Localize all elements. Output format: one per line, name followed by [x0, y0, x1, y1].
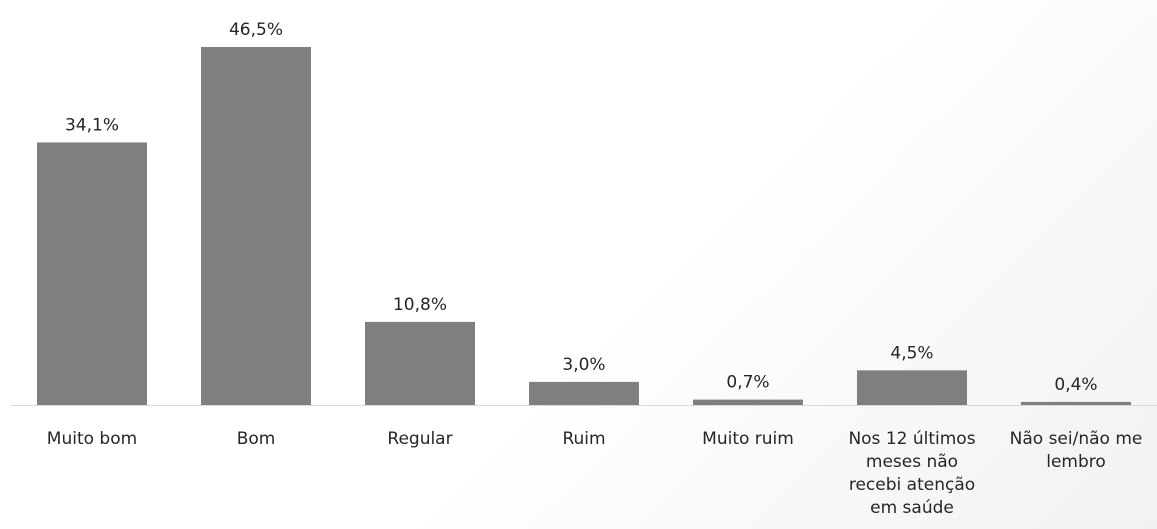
category-label-line: Muito bom [47, 429, 137, 449]
data-label-4: 0,7% [726, 373, 769, 393]
bar-0 [37, 142, 147, 405]
bar-2 [365, 321, 475, 405]
category-label-1: Bom [237, 429, 276, 449]
bars-group [37, 47, 1131, 405]
category-label-2: Regular [387, 429, 452, 449]
category-label-line: Ruim [562, 429, 605, 449]
data-label-3: 3,0% [562, 355, 605, 375]
bar-5 [857, 370, 967, 405]
category-label-6: Não sei/não me lembro [1010, 429, 1143, 472]
category-label-line: Não sei/não me [1010, 429, 1143, 449]
data-label-1: 46,5% [229, 20, 283, 40]
category-label-line: meses não [866, 452, 958, 472]
data-label-6: 0,4% [1054, 375, 1097, 395]
data-label-0: 34,1% [65, 115, 119, 135]
bar-4 [693, 399, 803, 405]
labels-group: 34,1% Muito bom 46,5% Bom 10,8% Regular 3,0% Ru… [47, 20, 1143, 518]
category-label-line: Muito ruim [702, 429, 794, 449]
category-label-0: Muito bom [47, 429, 137, 449]
category-label-5: Nos 12 últimos meses não recebi atenção em … [848, 429, 975, 518]
category-label-line: lembro [1046, 452, 1106, 472]
category-label-3: Ruim [562, 429, 605, 449]
data-label-5: 4,5% [890, 343, 933, 363]
bar-3 [529, 381, 639, 405]
bar-6 [1021, 401, 1131, 405]
category-label-line: Nos 12 últimos [848, 429, 975, 449]
category-label-line: Regular [387, 429, 452, 449]
category-label-4: Muito ruim [702, 429, 794, 449]
category-label-line: recebi atenção [849, 475, 975, 495]
category-label-line: Bom [237, 429, 276, 449]
category-label-line: em saúde [870, 498, 954, 518]
data-label-2: 10,8% [393, 295, 447, 315]
bar-1 [201, 47, 311, 405]
